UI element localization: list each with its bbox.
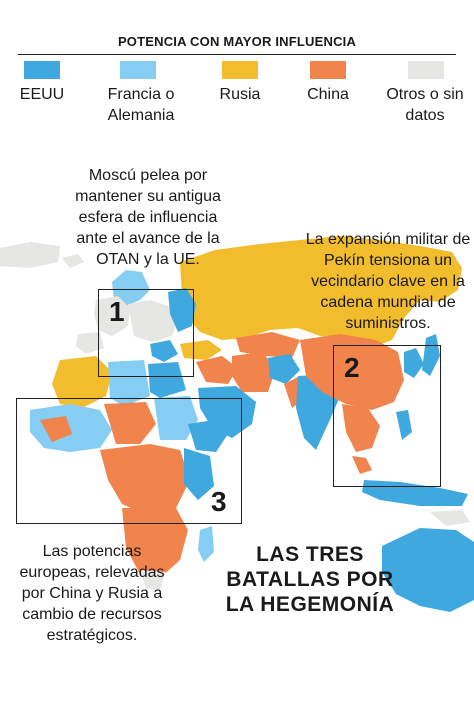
- annotation-china: La expansión militar de Pekín tensiona u…: [305, 231, 471, 332]
- focus-box-europe: [98, 289, 194, 377]
- region-europe-west: [94, 296, 130, 336]
- legend-divider: [18, 54, 456, 55]
- region-indochina: [342, 404, 380, 452]
- legend-title: POTENCIA CON MAYOR INFLUENCIA: [117, 34, 357, 49]
- region-afghanistan: [268, 354, 300, 384]
- legend-label-france-germany: Francia o Alemania: [107, 86, 175, 124]
- focus-box-africa: [16, 398, 242, 524]
- region-iceland: [62, 254, 84, 268]
- legend-label-russia: Rusia: [219, 86, 261, 103]
- region-southern-africa: [122, 508, 188, 578]
- region-iran: [232, 352, 276, 392]
- region-central-africa: [100, 444, 190, 516]
- focus-number-1: 1: [109, 296, 125, 327]
- region-west-africa-china: [40, 416, 72, 442]
- region-china: [300, 334, 404, 410]
- region-south-africa-tip: [140, 570, 166, 590]
- region-new-guinea: [430, 510, 470, 526]
- region-maghreb: [52, 356, 112, 408]
- region-philippines: [396, 410, 412, 440]
- region-libya: [108, 360, 150, 406]
- focus-box-east-asia: [333, 345, 441, 487]
- region-sahel: [104, 402, 156, 444]
- region-madagascar: [198, 526, 214, 562]
- legend-swatch-france-germany: [120, 61, 156, 79]
- region-korea-japan: [404, 348, 424, 378]
- region-balkans: [150, 340, 178, 362]
- region-central-asia: [236, 332, 300, 358]
- region-turkey: [180, 340, 222, 360]
- region-japan: [422, 334, 440, 376]
- region-scandinavia: [112, 270, 150, 306]
- region-east-africa: [184, 448, 214, 500]
- region-sudan: [154, 396, 198, 440]
- region-europe-east: [168, 288, 196, 332]
- region-russia: [180, 236, 462, 346]
- headline: LAS TRES BATALLAS POR LA HEGEMONÍA: [225, 543, 395, 616]
- focus-number-2: 2: [344, 352, 360, 383]
- annotation-russia: Moscú pelea por mantener su antigua esfe…: [75, 167, 221, 268]
- legend-label-china: China: [307, 86, 349, 103]
- legend-swatch-russia: [222, 61, 258, 79]
- legend-swatch-china: [310, 61, 346, 79]
- region-australia: [382, 528, 474, 612]
- region-ethiopia: [188, 420, 228, 452]
- region-west-africa: [30, 404, 112, 452]
- legend-swatch-usa: [24, 61, 60, 79]
- legend-label-other: Otros o sin datos: [386, 86, 464, 124]
- annotation-africa: Las potencias europeas, relevadas por Ch…: [19, 543, 165, 644]
- region-egypt: [148, 362, 186, 398]
- region-northwest-other: [0, 242, 60, 268]
- region-levant-iraq: [196, 356, 238, 384]
- region-iberia: [76, 332, 104, 354]
- legend-swatch-other: [408, 61, 444, 79]
- region-malaysia: [352, 456, 372, 474]
- region-europe-central: [128, 300, 178, 342]
- legend-label-usa: EEUU: [19, 86, 65, 103]
- focus-number-3: 3: [211, 486, 227, 517]
